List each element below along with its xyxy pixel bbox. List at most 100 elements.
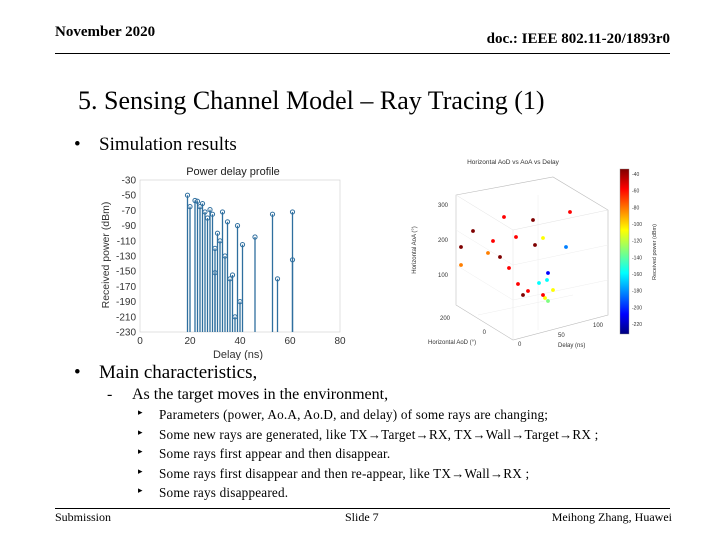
pdp-stem-marker: [234, 223, 241, 229]
pdp-x-tick-label: 60: [284, 336, 296, 347]
scatter3d-point: [459, 245, 463, 249]
colorbar-tick-label: -200: [632, 305, 642, 311]
footer-divider: [55, 508, 670, 509]
scatter3d-aodtick-200: 200: [440, 316, 451, 322]
footer-author: Meihong Zhang, Huawei: [551, 510, 672, 524]
colorbar: [619, 168, 630, 335]
scatter3d-point: [502, 215, 506, 219]
scatter3d-point: [533, 243, 537, 247]
scatter3d-point: [516, 282, 520, 286]
triangle-right-icon: ▸: [138, 466, 143, 477]
sub-bullet-text: As the target moves in the environment,: [132, 386, 389, 403]
pdp-x-tick-label: 0: [137, 336, 143, 347]
pdp-stem-marker: [252, 234, 258, 240]
footer-submission: Submission: [55, 510, 112, 524]
pdp-y-tick-label: -150: [116, 267, 136, 278]
pdp-stem-marker: [194, 198, 201, 204]
colorbar-tick-label: -220: [632, 322, 642, 328]
bullet-dot-icon: •: [74, 134, 81, 155]
slide-title: 5. Sensing Channel Model – Ray Tracing (…: [78, 86, 545, 115]
sub-bullet-marker: -: [107, 386, 113, 403]
pdp-stem-marker: [214, 230, 221, 236]
pdp-stem-marker: [209, 211, 216, 217]
scatter3d-point: [498, 255, 502, 259]
bullet-simulation-text: Simulation results: [99, 134, 237, 155]
pdp-stem-marker: [187, 204, 193, 210]
scatter3d-point: [551, 288, 555, 292]
header-date: November 2020: [55, 24, 156, 40]
pdp-y-tick-label: -50: [122, 191, 137, 202]
pdp-y-tick-label: -90: [122, 221, 137, 232]
scatter3d-point: [568, 210, 572, 214]
pdp-stem-marker: [289, 209, 296, 215]
pdp-stem-marker: [199, 200, 206, 207]
pdp-x-tick-label: 80: [334, 336, 346, 347]
pdp-x-tick-label: 20: [184, 336, 196, 347]
scatter3d-point: [491, 239, 495, 243]
scatter3d-point: [537, 281, 541, 285]
bullet-dot-icon: •: [74, 362, 81, 383]
pdp-stem-marker: [202, 209, 208, 215]
scatter3d-point: [543, 296, 547, 300]
colorbar-tick-label: -80: [632, 205, 639, 211]
pdp-x-tick-label: 40: [234, 336, 246, 347]
scatter3d-delaytick-50: 50: [558, 333, 565, 339]
pdp-stem-marker: [219, 209, 226, 215]
pdp-y-axis-label: Received power (dBm): [100, 202, 112, 309]
bullet-main-text: Main characteristics,: [99, 362, 258, 383]
pdp-y-tick-label: -70: [122, 206, 137, 217]
scatter3d-ytick-100: 100: [438, 273, 449, 279]
scatter3d-aodtick-0: 0: [483, 330, 487, 336]
scatter3d-x-axis-label: Horizontal AoD (°): [428, 340, 476, 346]
pdp-stem-marker: [239, 242, 246, 248]
scatter3d-title: Horizontal AoD vs AoA vs Delay: [467, 159, 560, 166]
scatter3d-axes-box: [455, 176, 609, 341]
scatter3d-point: [459, 263, 463, 267]
pdp-stem-marker: [192, 197, 198, 204]
scatter3d-delaytick-100: 100: [593, 323, 604, 329]
scatter3d-point: [541, 236, 545, 240]
pdp-y-tick-label: -190: [116, 297, 136, 308]
pdp-x-axis-label: Delay (ns): [213, 349, 263, 360]
scatter3d-ytick-300: 300: [438, 203, 449, 209]
colorbar-label: Received power (dBm): [652, 224, 658, 280]
pdp-y-tick-label: -170: [116, 282, 136, 293]
pdp-stem-marker: [274, 276, 281, 282]
colorbar-tick-label: -100: [632, 222, 642, 228]
scatter3d-delaytick-0: 0: [518, 342, 522, 348]
scatter3d-point: [486, 251, 490, 255]
scatter3d-point: [514, 235, 518, 239]
triangle-right-icon: ▸: [138, 427, 143, 438]
pdp-stem-marker: [184, 192, 191, 198]
scatter3d-point: [564, 245, 568, 249]
scatter3d-point: [546, 299, 550, 303]
pdp-stem-marker: [207, 207, 213, 213]
colorbar-tick-label: -60: [632, 189, 639, 195]
pdp-stem-marker: [229, 272, 236, 278]
triangle-right-icon: ▸: [138, 408, 143, 418]
triangle-right-icon: ▸: [138, 447, 143, 457]
pdp-stem-marker: [289, 257, 296, 263]
pdp-y-tick-label: -130: [116, 252, 136, 263]
scatter3d-point: [531, 218, 535, 222]
aoa-aod-delay-3d-chart: Horizontal AoD vs AoA vs Delay 300 200 1…: [412, 159, 658, 349]
power-delay-profile-chart: Power delay profile -30 -50 -70 -90 -110 -130…: [100, 166, 346, 360]
colorbar-tick-label: -40: [632, 172, 639, 178]
pdp-y-tick-label: -210: [116, 312, 136, 323]
pdp-chart-title: Power delay profile: [186, 166, 280, 178]
footer-slide-number: Slide 7: [345, 510, 379, 524]
scatter3d-point: [545, 278, 549, 282]
pdp-y-tick-label: -30: [122, 176, 137, 187]
scatter3d-point: [507, 266, 511, 270]
scatter3d-point: [471, 229, 475, 233]
scatter3d-point: [521, 293, 525, 297]
scatter3d-y-axis-label: Horizontal AoA (°): [412, 226, 418, 273]
scatter3d-point: [526, 289, 530, 293]
colorbar-tick-label: -160: [632, 272, 642, 278]
scatter3d-ytick-200: 200: [438, 238, 449, 244]
scatter3d-point: [541, 293, 545, 297]
header-divider: [55, 53, 670, 54]
colorbar-tick-label: -180: [632, 289, 642, 295]
header-doc-id: doc.: IEEE 802.11-20/1893r0: [486, 31, 670, 47]
pdp-y-tick-label: -110: [117, 236, 137, 247]
